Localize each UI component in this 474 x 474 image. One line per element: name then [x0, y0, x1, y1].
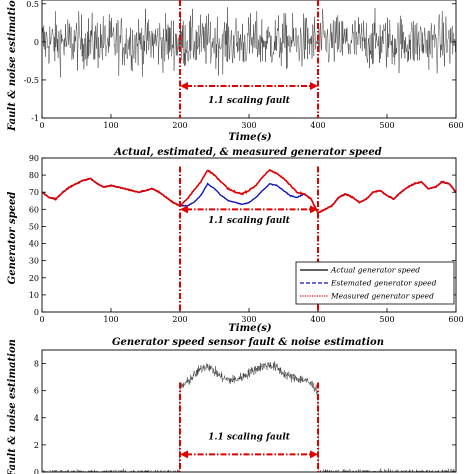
x-tick-label: 600 — [448, 121, 463, 130]
series-line-noise — [42, 7, 456, 78]
y-tick-label: 2 — [34, 441, 39, 450]
panel-sensor-fault-estimation: Generator speed sensor fault & noise est… — [7, 337, 457, 474]
legend-label-actual: Actual generator speed — [330, 266, 420, 275]
series-line-actual — [42, 178, 456, 214]
annotation-arrowhead-right — [310, 205, 318, 214]
x-tick-label: 200 — [172, 315, 187, 324]
chart-title: Actual, estimated, & measured generator … — [113, 147, 381, 158]
annotation-arrowhead-left — [180, 205, 188, 214]
y-tick-label: -1 — [31, 114, 39, 123]
x-tick-label: 500 — [379, 121, 394, 130]
x-tick-label: 0 — [39, 121, 44, 130]
x-tick-label: 100 — [103, 121, 118, 130]
y-axis-label: Fault & noise estimation — [7, 339, 18, 474]
y-tick-label: 30 — [29, 257, 39, 266]
y-axis-label: Fault & noise estimation — [7, 0, 18, 132]
y-tick-label: 8 — [34, 360, 39, 369]
y-tick-label: 10 — [29, 291, 39, 300]
y-tick-label: 90 — [29, 154, 39, 163]
panel-fault-estimation: -1 -0.5 0 0.5 0 100 200 300 400 500 600 1.1 scali… — [7, 0, 464, 143]
y-tick-label: 20 — [29, 274, 39, 283]
x-tick-label: 300 — [241, 121, 256, 130]
x-tick-label: 500 — [379, 315, 394, 324]
y-tick-label: 0 — [34, 38, 39, 47]
annotation-arrowhead-right — [310, 82, 318, 90]
x-tick-label: 400 — [310, 315, 325, 324]
y-tick-label: 0 — [34, 308, 39, 317]
legend-label-estimated: Estemated generator speed — [330, 279, 437, 288]
x-tick-label: 100 — [103, 315, 118, 324]
x-tick-label: 600 — [448, 315, 463, 324]
y-tick-label: 40 — [29, 240, 39, 249]
annotation-label: 1.1 scaling fault — [208, 216, 291, 226]
y-tick-label: 60 — [29, 205, 39, 214]
annotation-label: 1.1 scaling fault — [208, 432, 291, 442]
y-tick-label: 0.5 — [26, 0, 39, 9]
x-axis-label: Time(s) — [228, 323, 272, 334]
annotation-arrowhead-right — [310, 450, 318, 459]
x-tick-label: 0 — [39, 315, 44, 324]
panel-generator-speed: Actual, estimated, & measured generator … — [7, 147, 464, 334]
y-tick-label: 0 — [34, 468, 39, 474]
annotation-label: 1.1 scaling fault — [208, 96, 291, 106]
y-axis-label: Generator speed — [7, 192, 18, 285]
plot-frame — [41, 349, 457, 473]
series-line-measured — [42, 168, 456, 214]
y-tick-label: 70 — [29, 188, 39, 197]
x-tick-label: 400 — [310, 121, 325, 130]
series-line-noise — [42, 361, 456, 472]
legend: Actual generator speed Estemated generat… — [295, 261, 455, 305]
x-tick-label: 300 — [241, 315, 256, 324]
y-tick-label: -0.5 — [24, 76, 39, 85]
y-tick-label: 4 — [34, 414, 39, 423]
x-tick-label: 200 — [172, 121, 187, 130]
annotation-arrowhead-left — [180, 450, 188, 459]
x-axis-label: Time(s) — [228, 132, 272, 143]
y-tick-label: 6 — [34, 387, 39, 396]
y-tick-label: 50 — [29, 222, 39, 231]
legend-label-measured: Measured generator speed — [330, 292, 434, 301]
series-line-estimated — [42, 177, 456, 215]
chart-title: Generator speed sensor fault & noise est… — [112, 337, 384, 348]
y-tick-label: 80 — [29, 171, 39, 180]
annotation-arrowhead-left — [180, 82, 188, 90]
